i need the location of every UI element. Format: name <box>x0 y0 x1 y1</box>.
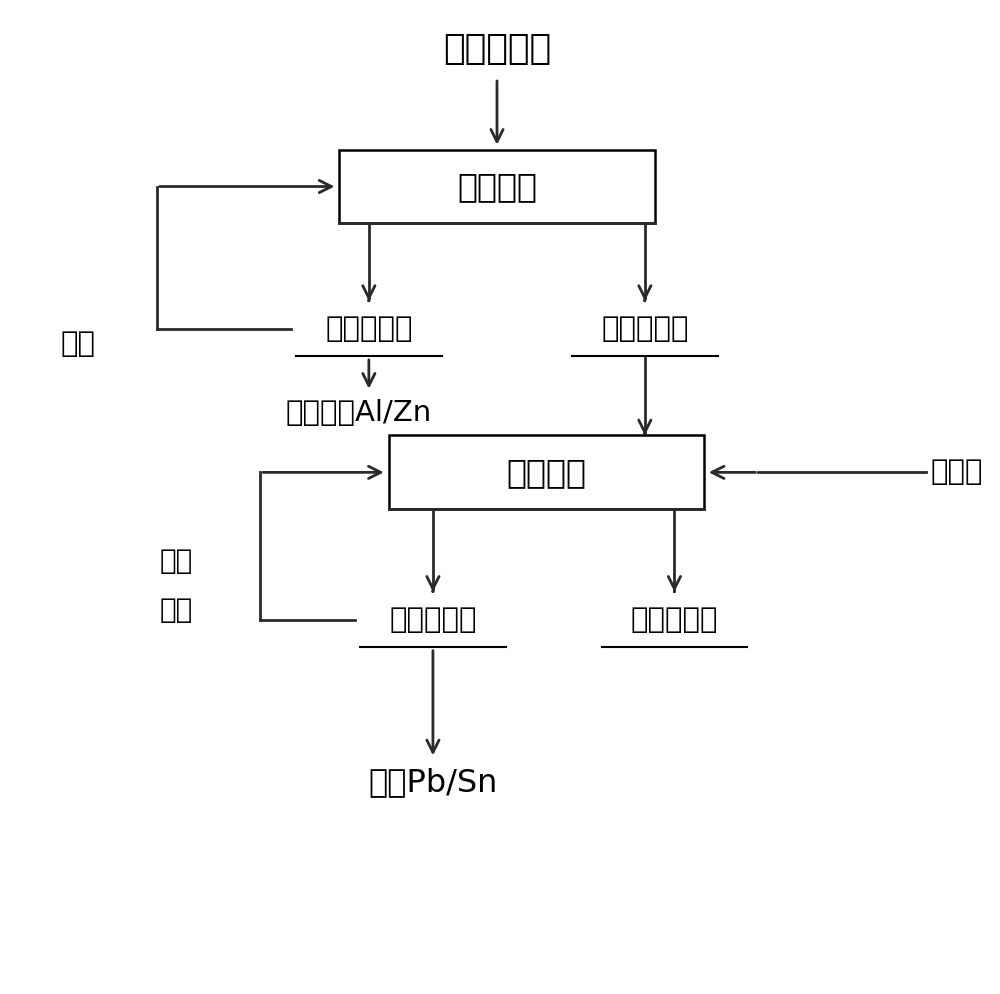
Text: 碱液: 碱液 <box>160 547 193 576</box>
Text: 低碱浸出渣: 低碱浸出渣 <box>601 315 689 344</box>
Text: 富集回收Al/Zn: 富集回收Al/Zn <box>286 400 432 427</box>
Text: 高碱浸出: 高碱浸出 <box>506 456 586 489</box>
Text: 低碱浸出: 低碱浸出 <box>457 170 537 203</box>
Text: 回收Pb/Sn: 回收Pb/Sn <box>368 767 498 798</box>
Text: 回用: 回用 <box>160 596 193 624</box>
Text: 补碱: 补碱 <box>61 330 96 358</box>
FancyBboxPatch shape <box>389 435 704 509</box>
Text: 高碱浸出液: 高碱浸出液 <box>389 606 477 634</box>
Text: 高碱浸出渣: 高碱浸出渣 <box>631 606 718 634</box>
Text: 多金属粉末: 多金属粉末 <box>443 32 551 66</box>
Text: 低碱浸出液: 低碱浸出液 <box>325 315 413 344</box>
Text: 氧化剂: 氧化剂 <box>931 458 983 486</box>
FancyBboxPatch shape <box>339 149 655 224</box>
